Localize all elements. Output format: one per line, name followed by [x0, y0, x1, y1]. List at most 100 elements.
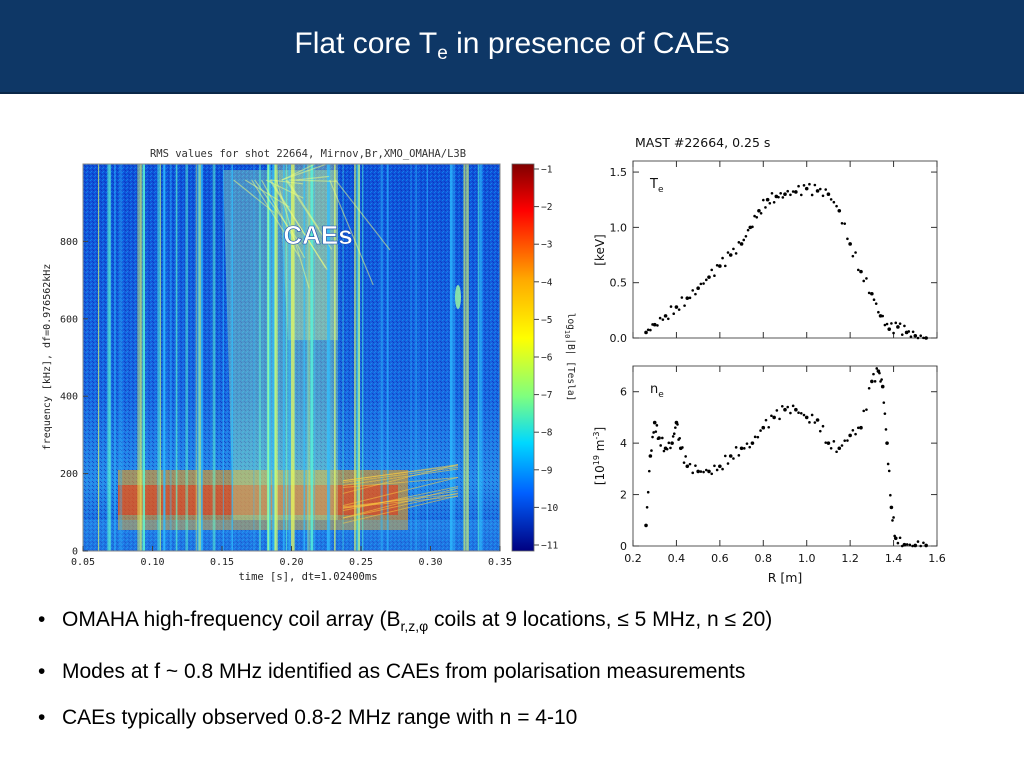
- data-point: [791, 190, 795, 193]
- data-point: [919, 544, 923, 548]
- data-point: [922, 336, 925, 340]
- colorbar: [511, 163, 535, 552]
- data-point: [699, 470, 703, 473]
- data-point: [685, 296, 690, 300]
- data-point: [829, 446, 833, 450]
- data-point: [892, 516, 895, 519]
- data-point: [862, 279, 866, 283]
- colorbar-tick-label: −7: [541, 390, 552, 401]
- data-point: [815, 418, 820, 422]
- x-tick-label: 0.35: [488, 557, 512, 568]
- bullet-dot: •: [38, 608, 46, 631]
- data-point: [859, 269, 863, 274]
- data-point: [829, 198, 833, 201]
- data-point: [744, 234, 748, 238]
- y-tick-label: 4: [620, 437, 627, 450]
- data-point: [818, 429, 822, 433]
- x-tick-label: 0.20: [279, 557, 303, 568]
- data-point: [886, 462, 890, 466]
- x-tick-label: 0.2: [624, 552, 642, 565]
- data-point: [721, 256, 724, 260]
- data-point: [764, 206, 767, 209]
- data-point: [885, 322, 889, 326]
- data-point: [652, 322, 657, 327]
- data-point: [913, 543, 918, 548]
- spectrogram-figure: RMS values for shot 22664, Mirnov,Br,XMO…: [38, 140, 584, 590]
- data-point: [751, 225, 754, 229]
- ne-points: [644, 367, 928, 548]
- data-point: [688, 296, 692, 300]
- spectrogram-title: RMS values for shot 22664, Mirnov,Br,XMO…: [150, 148, 466, 160]
- data-point: [854, 432, 857, 436]
- data-point: [883, 412, 887, 415]
- data-point: [674, 305, 679, 309]
- x-tick-label: 0.8: [755, 552, 773, 565]
- x-tick-label: 1.6: [928, 552, 946, 565]
- data-point: [759, 211, 763, 215]
- data-point: [732, 457, 735, 460]
- data-point: [737, 241, 741, 244]
- title-main: Flat core T: [294, 27, 438, 60]
- data-point: [810, 193, 814, 197]
- data-point: [648, 454, 653, 458]
- data-point: [900, 333, 904, 336]
- data-point: [870, 291, 874, 296]
- data-point: [880, 378, 883, 381]
- data-point: [742, 447, 746, 450]
- data-point: [707, 275, 711, 279]
- colorbar-tick-label: −10: [541, 503, 558, 514]
- data-point: [810, 413, 814, 417]
- data-point: [911, 544, 914, 548]
- data-point: [835, 204, 838, 208]
- data-point: [777, 195, 780, 199]
- te-x-ticks: [632, 161, 938, 338]
- data-point: [887, 327, 892, 331]
- data-point: [764, 418, 768, 422]
- data-point: [748, 225, 753, 230]
- x-tick-label: 1.4: [885, 552, 903, 565]
- data-point: [824, 188, 828, 191]
- data-point: [715, 468, 719, 472]
- data-point: [797, 184, 800, 188]
- x-tick-label: 0.30: [418, 557, 442, 568]
- data-point: [916, 540, 920, 543]
- data-point: [789, 193, 792, 197]
- data-point: [896, 325, 900, 329]
- data-point: [723, 264, 727, 268]
- profile-svg: MAST #22664, 0.25 s Te 0.0 0.5 1.0 1.5 [keV…: [592, 135, 946, 585]
- data-point: [677, 308, 681, 311]
- data-point: [913, 333, 918, 338]
- data-point: [669, 305, 673, 308]
- x-tick-label: 0.4: [668, 552, 686, 565]
- data-point: [832, 200, 836, 204]
- data-point: [837, 208, 842, 213]
- data-point: [872, 298, 876, 302]
- bullet-text: Modes at f ~ 0.8 MHz identified as CAEs …: [62, 660, 746, 683]
- data-point: [737, 454, 741, 457]
- data-point: [670, 441, 674, 445]
- data-point: [651, 435, 654, 439]
- data-point: [786, 189, 790, 193]
- caes-annotation: CAEs: [283, 220, 352, 250]
- bullet-list: • OMAHA high-frequency coil array (Br,z,…: [38, 608, 998, 752]
- data-point: [655, 424, 659, 427]
- data-point: [649, 328, 652, 332]
- data-point: [672, 312, 676, 316]
- data-point: [813, 183, 817, 187]
- bullet-text: CAEs typically observed 0.8-2 MHz range …: [62, 706, 578, 729]
- ne-ylabel: [1019 m-3]: [592, 427, 607, 485]
- slide-title: Flat core Te in presence of CAEs: [294, 27, 729, 65]
- data-point: [680, 296, 684, 299]
- data-point: [761, 198, 765, 202]
- spectrogram-xlabel: time [s], dt=1.02400ms: [238, 571, 377, 583]
- colorbar-tick-label: −1: [541, 165, 553, 176]
- data-point: [802, 184, 806, 187]
- colorbar-tick-label: −3: [541, 240, 552, 251]
- data-point: [881, 314, 885, 318]
- data-point: [856, 426, 860, 430]
- data-point: [732, 247, 735, 251]
- data-point: [916, 336, 920, 340]
- te-ylabel: [keV]: [593, 234, 607, 265]
- data-point: [658, 316, 662, 320]
- data-point: [742, 238, 746, 242]
